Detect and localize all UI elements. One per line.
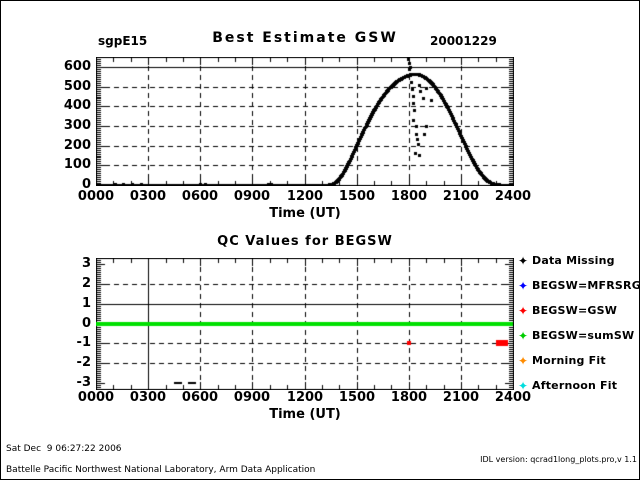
x-tick-label: 1500 <box>338 189 376 204</box>
legend-item: ✦ BEGSW=MFRSRG <box>518 273 640 298</box>
footer-timestamp: Sat Dec 9 06:27:22 2006 <box>6 444 122 454</box>
chart1-title: Best Estimate GSW <box>212 30 398 46</box>
y-tick-label: 400 <box>63 98 91 113</box>
legend-label: Morning Fit <box>532 354 606 367</box>
legend-star-icon: ✦ <box>518 278 529 293</box>
best-estimate-gsw-plot <box>96 57 514 186</box>
chart2-title: QC Values for BEGSW <box>217 234 393 249</box>
x-tick-label: 2100 <box>442 189 480 204</box>
y-tick-label: 600 <box>63 59 91 74</box>
x-tick-label: 0300 <box>129 390 167 405</box>
y-tick-label: 500 <box>63 79 91 94</box>
qc-legend: ✦ Data Missing ✦ BEGSW=MFRSRG ✦ BEGSW=GSW ✦ BEG… <box>518 248 640 398</box>
x-tick-label: 1500 <box>338 390 376 405</box>
y-tick-label: -1 <box>76 335 91 350</box>
x-tick-label: 1200 <box>286 189 324 204</box>
legend-label: BEGSW=MFRSRG <box>532 279 640 292</box>
x-tick-label: 0600 <box>181 390 219 405</box>
legend-star-icon: ✦ <box>518 378 529 393</box>
legend-star-icon: ✦ <box>518 328 529 343</box>
legend-star-icon: ✦ <box>518 303 529 318</box>
y-tick-label: 3 <box>81 256 91 271</box>
legend-label: BEGSW=sumSW <box>532 329 635 342</box>
legend-item: ✦ BEGSW=GSW <box>518 298 640 323</box>
chart1-x-axis-label: Time (UT) <box>269 206 341 221</box>
y-tick-label: 2 <box>81 276 91 291</box>
legend-star-icon: ✦ <box>518 253 529 268</box>
x-tick-label: 0900 <box>233 390 271 405</box>
x-tick-label: 0300 <box>129 189 167 204</box>
legend-item: ✦ Morning Fit <box>518 348 640 373</box>
x-tick-label: 2400 <box>494 390 532 405</box>
x-tick-label: 0000 <box>77 189 115 204</box>
footer-organization: Battelle Pacific Northwest National Labo… <box>6 465 316 475</box>
y-tick-label: 300 <box>63 118 91 133</box>
y-tick-label: -3 <box>76 375 91 390</box>
legend-star-icon: ✦ <box>518 353 529 368</box>
legend-label: Afternoon Fit <box>532 379 618 392</box>
footer-version-info: IDL version: qcrad1long_plots.pro,v 1.1 … <box>422 441 637 480</box>
y-tick-label: -2 <box>76 355 91 370</box>
x-tick-label: 1800 <box>390 390 428 405</box>
footer-idl-date: Date: 2006/12/01 16:37:51 <box>422 479 637 480</box>
site-label: sgpE15 <box>98 34 148 48</box>
chart2-x-axis-label: Time (UT) <box>269 407 341 422</box>
x-tick-label: 0600 <box>181 189 219 204</box>
y-tick-label: 100 <box>63 157 91 172</box>
legend-item: ✦ Data Missing <box>518 248 640 273</box>
legend-item: ✦ BEGSW=sumSW <box>518 323 640 348</box>
x-tick-label: 1800 <box>390 189 428 204</box>
y-tick-label: 1 <box>81 296 91 311</box>
legend-label: BEGSW=GSW <box>532 304 618 317</box>
footer-idl-version: IDL version: qcrad1long_plots.pro,v 1.1 <box>480 455 637 465</box>
date-label: 20001229 <box>430 34 497 48</box>
x-tick-label: 0000 <box>77 390 115 405</box>
x-tick-label: 1200 <box>286 390 324 405</box>
legend-item: ✦ Afternoon Fit <box>518 373 640 398</box>
y-tick-label: 200 <box>63 138 91 153</box>
y-tick-label: 0 <box>81 177 91 192</box>
x-tick-label: 2100 <box>442 390 480 405</box>
x-tick-label: 2400 <box>494 189 532 204</box>
x-tick-label: 0900 <box>233 189 271 204</box>
legend-label: Data Missing <box>532 254 615 267</box>
y-tick-label: 0 <box>81 316 91 331</box>
qc-values-plot <box>96 258 514 390</box>
